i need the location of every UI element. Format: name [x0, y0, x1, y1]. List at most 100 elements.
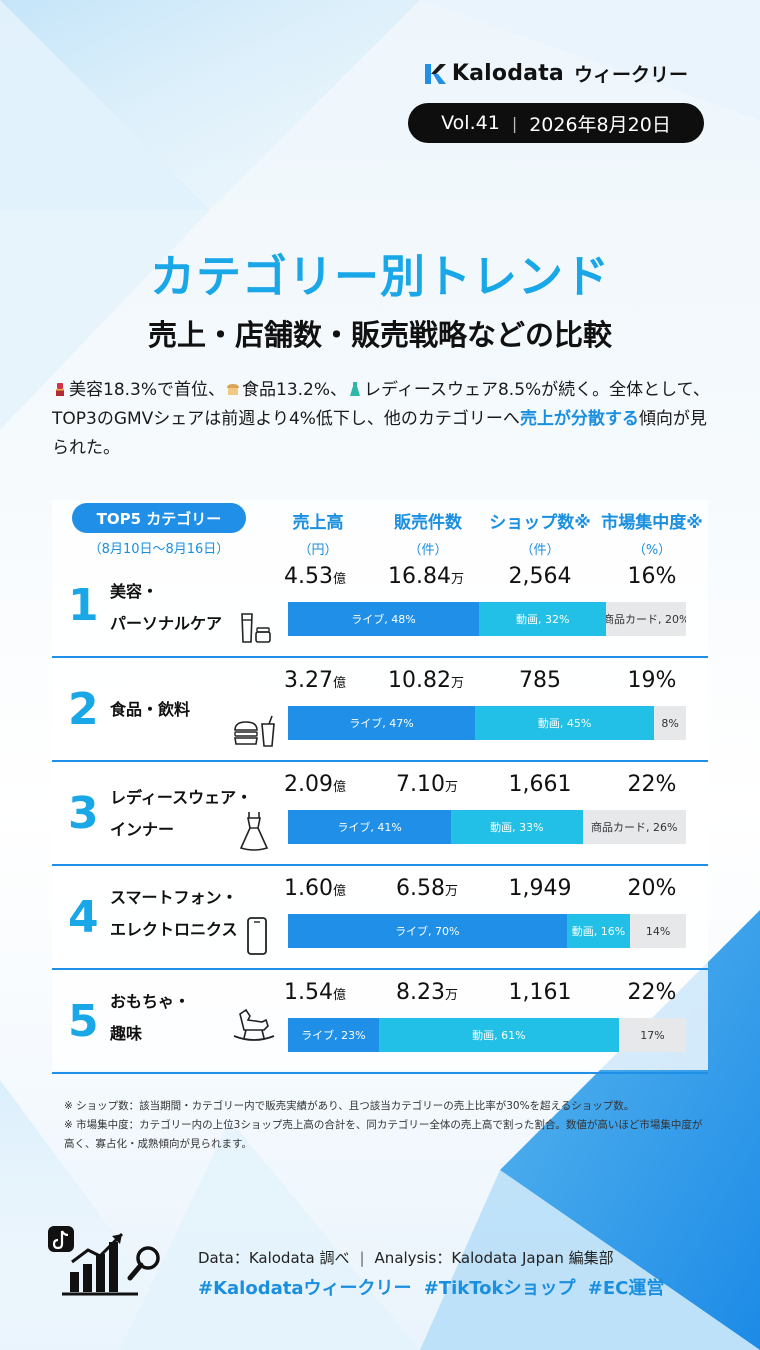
table-row: 3 レディースウェア・ インナー 2.09億 7.10万 1,661 22% ラ… — [52, 762, 708, 866]
sales-unit: 億 — [332, 988, 346, 1003]
count-unit: 万 — [444, 988, 458, 1003]
sales-value: 1.60億 — [284, 876, 346, 901]
concentration-value: 22% — [627, 980, 677, 1005]
table-row: 2 食品・飲料 3.27億 10.82万 785 19% ライブ, 47% 動画… — [52, 658, 708, 762]
count-number: 16.84 — [388, 564, 451, 589]
count-number: 8.23 — [396, 980, 445, 1005]
category-line-2: 趣味 — [110, 1024, 143, 1043]
issue-date: 2026年8月20日 — [529, 113, 671, 136]
column-shops-unit: （件） — [520, 543, 560, 558]
sales-unit: 億 — [332, 884, 346, 899]
pill-separator: | — [511, 113, 518, 133]
video-segment: 動画, 45% — [475, 706, 655, 740]
data-source: Data：Kalodata 調べ — [198, 1249, 350, 1267]
volume-number: Vol.41 — [441, 112, 500, 134]
smartphone-icon — [247, 917, 267, 955]
page-title: カテゴリー別トレンド — [149, 250, 610, 303]
other-segment: 8% — [654, 706, 686, 740]
rank-number: 1 — [68, 580, 99, 631]
category-line-2: パーソナルケア — [110, 614, 223, 633]
rocking-horse-icon — [233, 1008, 275, 1041]
rank-number: 3 — [68, 788, 99, 839]
rank-number: 4 — [68, 892, 99, 943]
column-header-shops: ショップ数※ （件） — [488, 508, 592, 558]
count-number: 6.58 — [396, 876, 445, 901]
column-sales-label: 売上高 — [292, 513, 344, 533]
count-value: 16.84万 — [388, 564, 464, 589]
count-value: 10.82万 — [388, 668, 464, 693]
shops-value: 1,661 — [508, 772, 572, 797]
sales-unit: 億 — [332, 780, 346, 795]
brand: Kalodata ウィークリー — [424, 60, 688, 87]
sales-number: 4.53 — [284, 564, 333, 589]
sales-value: 1.54億 — [284, 980, 346, 1005]
count-unit: 万 — [444, 780, 458, 795]
dress-icon — [239, 812, 269, 851]
sales-unit: 億 — [332, 676, 346, 691]
ranking-table — [52, 500, 708, 1070]
column-count-label: 販売件数 — [394, 513, 462, 533]
summary-part-1: 美容18.3%で首位、 — [69, 380, 226, 400]
column-header-sales: 売上高 （円） — [276, 508, 360, 558]
footnote-shops: ※ ショップ数：該当期間・カテゴリー内で販売実績があり、且つ該当カテゴリーの売上… — [64, 1100, 635, 1112]
volume-date-badge: Vol.41 | 2026年8月20日 — [408, 103, 704, 143]
sales-channel-bar: ライブ, 47% 動画, 45% 8% — [288, 706, 686, 740]
category-name: スマートフォン・ エレクトロニクス — [110, 882, 238, 946]
sales-value: 2.09億 — [284, 772, 346, 797]
sales-channel-bar: ライブ, 41% 動画, 33% 商品カード, 26% — [288, 810, 686, 844]
footnote-concentration: ※ 市場集中度：カテゴリー内の上位3ショップ売上高の合計を、同カテゴリー全体の売… — [64, 1119, 703, 1150]
video-segment: 動画, 61% — [378, 1018, 619, 1052]
summary-paragraph: 美容18.3%で首位、 食品13.2%、 レディースウェア8.5%が続く。全体と… — [52, 376, 712, 463]
other-segment: 17% — [619, 1018, 686, 1052]
category-name: 美容・ パーソナルケア — [110, 576, 222, 640]
cosmetics-icon — [241, 613, 271, 643]
column-header-count: 販売件数 （件） — [380, 508, 476, 558]
analysis-credit: Analysis：Kalodata Japan 編集部 — [374, 1249, 614, 1267]
shops-value: 1,161 — [508, 980, 572, 1005]
count-unit: 万 — [444, 884, 458, 899]
count-unit: 万 — [450, 572, 464, 587]
period-label: （8月10日〜8月16日） — [88, 542, 230, 557]
sales-number: 3.27 — [284, 668, 333, 693]
sales-value: 3.27億 — [284, 668, 346, 693]
count-number: 10.82 — [388, 668, 451, 693]
brand-subtitle: ウィークリー — [573, 64, 688, 86]
analytics-illustration — [48, 1226, 160, 1296]
shops-value: 1,949 — [508, 876, 572, 901]
page-subtitle: 売上・店舗数・販売戦略などの比較 — [147, 318, 612, 352]
category-line-2: インナー — [110, 820, 175, 839]
kalodata-logo-icon — [424, 63, 446, 84]
count-unit: 万 — [450, 676, 464, 691]
concentration-value: 20% — [627, 876, 677, 901]
count-value: 8.23万 — [396, 980, 458, 1005]
concentration-value: 16% — [627, 564, 677, 589]
sales-channel-bar: ライブ, 48% 動画, 32% 商品カード, 20% — [288, 602, 686, 636]
count-number: 7.10 — [396, 772, 445, 797]
category-line-1: おもちゃ・ — [110, 992, 191, 1011]
sales-number: 1.60 — [284, 876, 333, 901]
column-count-unit: （件） — [408, 543, 448, 558]
column-shops-label: ショップ数※ — [489, 513, 591, 533]
hashtags: #Kalodataウィークリー #TikTokショップ #EC運営 — [198, 1278, 665, 1299]
live-segment: ライブ, 23% — [288, 1018, 379, 1052]
summary-part-3: レディースウェア8.5%が続く。全体として、TOP3のGMVシェアは前週より4%… — [52, 380, 710, 429]
footnotes: ※ ショップ数：該当期間・カテゴリー内で販売実績があり、且つ該当カテゴリーの売上… — [64, 1097, 704, 1154]
other-segment: 14% — [630, 914, 686, 948]
column-concentration-unit: （%） — [632, 543, 672, 558]
column-concentration-label: 市場集中度※ — [601, 513, 703, 533]
category-line-1: 美容・ — [110, 582, 159, 601]
dress-emoji-icon — [350, 382, 361, 396]
summary-part-2: 食品13.2%、 — [242, 380, 348, 400]
table-row: 5 おもちゃ・ 趣味 1.54億 8.23万 1,161 22% ライブ, 23… — [52, 970, 708, 1074]
video-segment: 動画, 33% — [451, 810, 583, 844]
bread-icon — [227, 384, 240, 395]
column-header-concentration: 市場集中度※ （%） — [600, 508, 704, 558]
sales-number: 1.54 — [284, 980, 333, 1005]
live-segment: ライブ, 47% — [288, 706, 476, 740]
category-line-1: レディースウェア・ — [110, 788, 253, 807]
column-sales-unit: （円） — [298, 543, 338, 558]
shops-value: 785 — [519, 668, 561, 693]
rank-number: 2 — [68, 684, 99, 735]
footer-separator: | — [359, 1249, 365, 1267]
lipstick-icon — [56, 383, 64, 396]
